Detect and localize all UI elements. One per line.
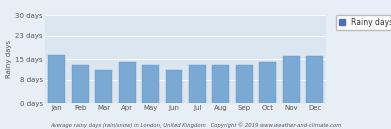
Bar	[212, 65, 230, 103]
Bar	[95, 70, 112, 103]
Text: Average rainy days (rain/snow) in London, United Kingdom   Copyright © 2019 www.: Average rainy days (rain/snow) in London…	[50, 122, 341, 128]
Y-axis label: Rainy days: Rainy days	[7, 40, 13, 78]
Bar	[48, 55, 65, 103]
Bar	[236, 65, 253, 103]
Bar	[142, 65, 159, 103]
Bar	[165, 70, 183, 103]
Bar	[118, 62, 136, 103]
Legend: Rainy days: Rainy days	[336, 15, 391, 30]
Bar	[189, 65, 206, 103]
Bar	[306, 56, 323, 103]
Bar	[72, 65, 89, 103]
Bar	[259, 62, 276, 103]
Bar	[283, 56, 300, 103]
